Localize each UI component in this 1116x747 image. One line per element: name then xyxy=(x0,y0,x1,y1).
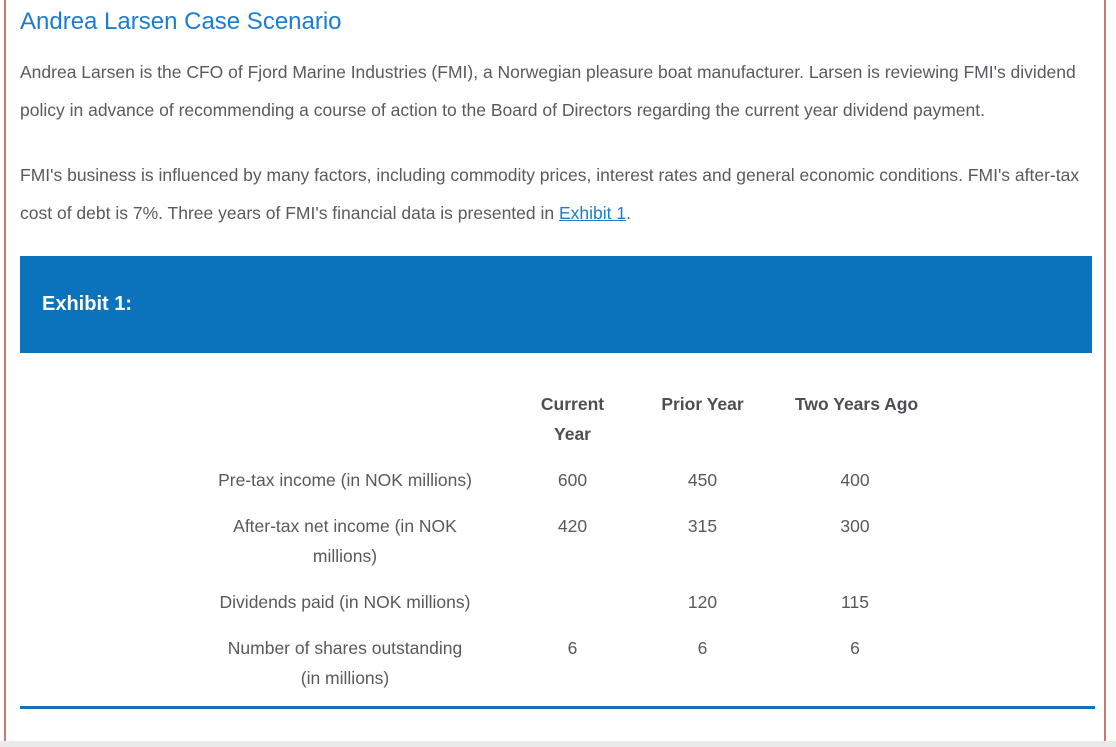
exhibit-banner: Exhibit 1: xyxy=(20,256,1092,353)
cell-value: 420 xyxy=(557,516,588,536)
exhibit-divider xyxy=(20,706,1095,709)
row-label: Number of shares outstanding (in millions… xyxy=(227,638,463,688)
cell-value: 115 xyxy=(841,592,869,612)
exhibit-banner-label: Exhibit 1: xyxy=(42,293,133,315)
row-label: Pre-tax income (in NOK millions) xyxy=(218,470,472,490)
table-row: Number of shares outstanding (in millions… xyxy=(155,625,915,701)
table-row: Pre-tax income (in NOK millions) 600 450 40… xyxy=(155,457,915,503)
exhibit-table-header: Current Year Prior Year Two Years Ago xyxy=(155,385,919,457)
cell-value: 400 xyxy=(840,470,870,490)
cell-value: 120 xyxy=(687,592,718,612)
cell-value: 600 xyxy=(557,470,588,490)
cell-value xyxy=(535,579,610,625)
cell-value: 300 xyxy=(840,516,870,536)
cell-value: 6 xyxy=(850,638,860,658)
row-label: Dividends paid (in NOK millions) xyxy=(219,592,471,612)
cell-value: 6 xyxy=(567,638,578,658)
body-text-after: . xyxy=(626,203,631,223)
table-row: After-tax net income (in NOK millions) 420… xyxy=(155,503,915,579)
exhibit-table: Current Year Prior Year Two Years Ago Pre-t… xyxy=(155,385,919,701)
page-title: Andrea Larsen Case Scenario xyxy=(20,8,342,35)
column-header: Prior Year xyxy=(661,394,744,414)
cell-value: 315 xyxy=(687,516,718,536)
case-panel: Andrea Larsen Case Scenario Andrea Larse… xyxy=(4,0,1106,741)
column-header: Two Years Ago xyxy=(795,394,919,414)
table-row: Dividends paid (in NOK millions) 120 115 xyxy=(155,579,915,625)
bottom-strip xyxy=(0,741,1116,747)
exhibit-table-body: Pre-tax income (in NOK millions) 600 450 40… xyxy=(155,457,915,701)
column-header: Current Year xyxy=(540,394,605,444)
label-column-header xyxy=(155,385,535,457)
cell-value: 450 xyxy=(687,470,718,490)
row-label: After-tax net income (in NOK millions) xyxy=(233,516,457,566)
body-text-before: FMI's business is influenced by many fac… xyxy=(20,165,1080,223)
body-paragraph: FMI's business is influenced by many fac… xyxy=(20,156,1092,232)
cell-value: 6 xyxy=(697,638,708,658)
exhibit-1-link[interactable]: Exhibit 1 xyxy=(558,203,627,223)
intro-paragraph: Andrea Larsen is the CFO of Fjord Marine… xyxy=(20,62,1076,120)
